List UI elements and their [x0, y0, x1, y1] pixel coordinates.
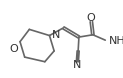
Text: O: O	[86, 13, 95, 23]
Text: NH₂: NH₂	[109, 36, 123, 46]
Text: O: O	[10, 44, 18, 54]
Text: N: N	[52, 30, 60, 40]
Text: N: N	[73, 60, 82, 70]
